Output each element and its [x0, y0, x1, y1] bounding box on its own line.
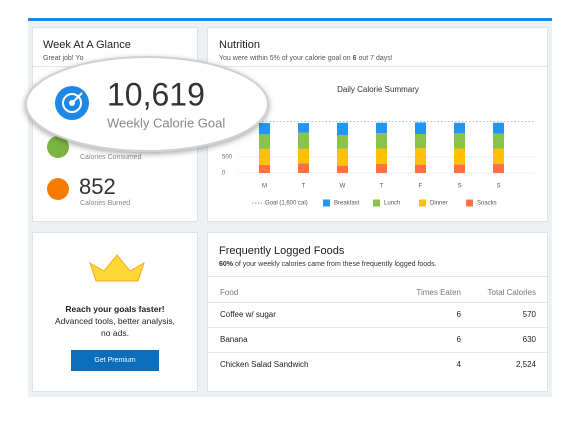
x-tick-label: F — [419, 184, 423, 190]
burned-value: 852 — [79, 174, 116, 199]
text: of your weekly calories came from these … — [233, 261, 437, 268]
goal-icon — [55, 86, 89, 120]
x-tick-label: T — [380, 184, 384, 190]
bar-segment — [493, 122, 504, 134]
premium-card: Reach your goals faster! Advanced tools, … — [32, 232, 198, 392]
row-divider — [208, 327, 547, 328]
column-header: Total Calories — [487, 288, 536, 297]
row-divider — [208, 302, 547, 303]
legend-swatch — [323, 199, 330, 207]
bar-segment — [259, 148, 270, 165]
burned-label: Calories Burned — [80, 200, 131, 207]
legend-label: Goal (1,600 cal) — [265, 201, 308, 207]
chart-title: Daily Calorie Summary — [337, 85, 419, 94]
table-cell: 2,524 — [515, 360, 536, 369]
column-header: Food — [220, 288, 239, 297]
bar-segment — [493, 133, 504, 149]
foods-card: Frequently Logged Foods 60% of your week… — [207, 232, 548, 392]
table-cell: 570 — [522, 310, 536, 319]
bar-segment — [337, 165, 348, 173]
table-cell: Banana — [220, 335, 248, 344]
card-subtitle: Great job! Yo — [43, 55, 84, 62]
bar-segment — [454, 133, 465, 149]
premium-button[interactable]: Get Premium — [71, 350, 159, 371]
text: 60% — [219, 261, 234, 268]
card-title: Frequently Logged Foods — [219, 245, 345, 257]
text: Reach your goals faster! — [65, 304, 165, 314]
divider — [208, 276, 547, 277]
bar-segment — [376, 163, 387, 173]
bar-segment — [415, 148, 426, 165]
premium-text: Reach your goals faster! Advanced tools, … — [33, 303, 197, 339]
consumed-icon — [47, 136, 69, 158]
divider — [208, 66, 547, 67]
burned-icon — [47, 178, 69, 200]
legend-swatch — [466, 199, 473, 207]
goal-value: 10,619 — [107, 76, 205, 112]
bar-segment — [259, 134, 270, 149]
legend-label: Lunch — [384, 201, 400, 207]
card-title: Nutrition — [219, 39, 260, 51]
card-subtitle: 60% of your weekly calories came from th… — [219, 261, 437, 268]
legend-swatch — [419, 199, 426, 207]
bar-segment — [376, 122, 387, 134]
bar-segment — [298, 163, 309, 173]
bar-segment — [298, 132, 309, 149]
bar-segment — [259, 164, 270, 173]
bar-segment — [337, 148, 348, 166]
row-divider — [208, 352, 547, 353]
bar-segment — [415, 122, 426, 135]
consumed-label: Calories Consumed — [80, 154, 142, 161]
bar-segment — [493, 148, 504, 164]
bar-segment — [415, 134, 426, 149]
x-tick-label: W — [340, 184, 346, 190]
bar-segment — [454, 164, 465, 173]
bar-segment — [415, 164, 426, 173]
card-subtitle: You were within 5% of your calorie goal … — [219, 55, 393, 62]
magnifier-lens — [25, 56, 269, 152]
bar-segment — [493, 163, 504, 173]
bar-segment — [298, 123, 309, 133]
bar-segment — [376, 148, 387, 164]
crown-icon — [89, 254, 145, 282]
column-header: Times Eaten — [416, 288, 461, 297]
table-cell: 630 — [522, 335, 536, 344]
top-bar — [28, 18, 552, 21]
table-cell: Chicken Salad Sandwich — [220, 360, 309, 369]
bar-segment — [376, 133, 387, 149]
x-tick-label: S — [496, 184, 500, 190]
goal-label: Weekly Calorie Goal — [107, 115, 225, 130]
bar-segment — [454, 122, 465, 134]
table-cell: Coffee w/ sugar — [220, 310, 276, 319]
text: You were within 5% of your calorie goal … — [219, 55, 353, 62]
table-cell: 4 — [456, 360, 461, 369]
legend-swatch — [373, 199, 380, 207]
bar-segment — [259, 123, 270, 135]
x-tick-label: M — [262, 184, 267, 190]
x-tick-label: S — [457, 184, 461, 190]
bar-segment — [298, 148, 309, 164]
bar-segment — [337, 134, 348, 149]
legend-label: Dinner — [430, 201, 448, 207]
legend-label: Breakfast — [334, 201, 360, 207]
legend-label: Snacks — [477, 201, 497, 207]
text: 6 — [352, 55, 357, 62]
bar-segment — [454, 148, 465, 165]
table-cell: 6 — [456, 335, 461, 344]
text: out 7 days! — [356, 55, 393, 62]
y-tick-label: 0 — [222, 171, 226, 177]
table-cell: 6 — [456, 310, 461, 319]
card-title: Week At A Glance — [43, 39, 131, 51]
x-tick-label: T — [302, 184, 306, 190]
y-tick-label: 500 — [222, 154, 233, 160]
bar-segment — [337, 122, 348, 135]
text: Advanced tools, better analysis, — [54, 316, 175, 326]
text: no ads. — [101, 328, 129, 338]
